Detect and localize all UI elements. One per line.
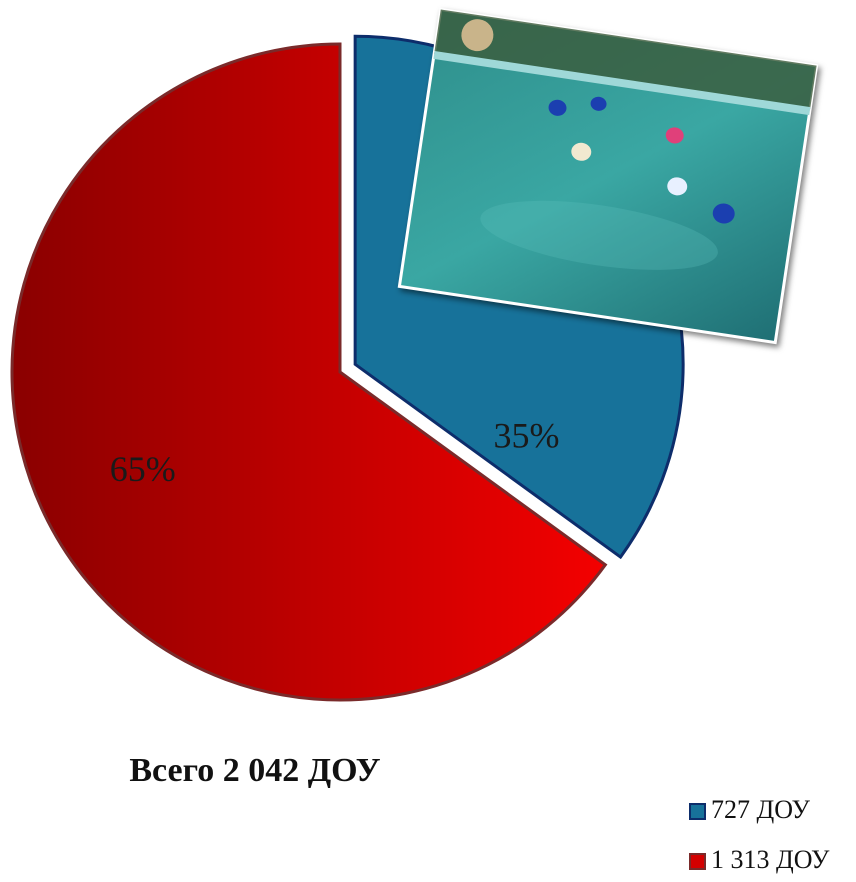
legend: 727 ДОУ 1 313 ДОУ (689, 795, 830, 874)
legend-label: 1 313 ДОУ (711, 845, 830, 874)
slice-label: 65% (110, 449, 176, 489)
photo (397, 7, 819, 345)
slice-label: 35% (493, 416, 559, 456)
legend-swatch (689, 803, 706, 820)
total-annotation: Всего 2 042 ДОУ (129, 752, 380, 789)
legend-swatch (689, 853, 706, 870)
legend-label: 727 ДОУ (711, 795, 811, 824)
pie-slice (10, 42, 608, 702)
